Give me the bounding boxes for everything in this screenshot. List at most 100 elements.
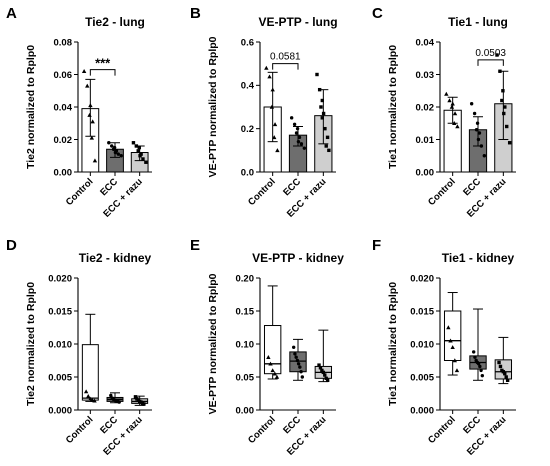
panel-c: C Tie1 - lung Tie1 normalized to Rplp0 0.00… [372, 5, 516, 220]
data-point [452, 358, 458, 363]
data-point [296, 362, 301, 366]
y-tick-label: 0.20 [236, 273, 255, 284]
significance-bracket [272, 63, 299, 70]
data-point [85, 83, 90, 88]
data-point [478, 364, 482, 369]
data-point [320, 368, 324, 373]
data-point [474, 128, 479, 132]
panel-letter: C [372, 5, 383, 22]
data-point [317, 363, 321, 367]
y-tick-label: 0.04 [54, 102, 73, 113]
x-tick-label: ECC [281, 414, 303, 436]
data-point [264, 65, 269, 70]
data-point [498, 364, 503, 369]
panel-a: A Tie2 - lung Tie2 normalized to Rplp0 0.00… [6, 5, 152, 220]
data-point [111, 147, 116, 151]
y-tick-label: 0.02 [54, 135, 73, 146]
data-point [477, 131, 482, 135]
data-point [107, 141, 111, 145]
x-tick-label: Control [246, 176, 278, 208]
y-axis-label: Tie1 normalized to Rplp0 [387, 45, 399, 169]
x-tick-label: ECC [98, 176, 120, 198]
data-point [131, 141, 136, 145]
data-point [320, 98, 325, 103]
data-point [302, 146, 307, 150]
data-point [272, 371, 278, 376]
data-point [321, 370, 326, 375]
data-point [272, 122, 278, 127]
y-tick-label: 0.00 [416, 167, 435, 178]
data-point [299, 142, 304, 146]
data-point [144, 160, 148, 164]
data-point [81, 69, 87, 74]
x-tick-label: ECC [461, 414, 483, 436]
data-point [116, 152, 120, 156]
data-point [501, 370, 506, 374]
data-point [324, 144, 328, 148]
y-axis-label: Tie2 normalized to Rplp0 [25, 282, 37, 406]
x-tick-label: ECC [98, 414, 120, 436]
panel-title: VE-PTP - lung [258, 15, 337, 29]
y-tick-label: 0.00 [236, 405, 255, 416]
data-point [315, 72, 319, 77]
y-tick-label: 0.015 [48, 306, 72, 317]
data-point [323, 126, 327, 131]
panel-letter: E [190, 237, 200, 254]
data-point [325, 135, 330, 140]
significance-label: 0.0581 [270, 52, 301, 63]
data-point [472, 111, 477, 116]
y-tick-label: 0.06 [54, 70, 73, 81]
data-point [92, 398, 97, 403]
y-tick-label: 0.01 [416, 135, 435, 146]
y-tick-label: 0.05 [236, 372, 255, 383]
data-point [119, 154, 123, 158]
y-tick-label: 0.03 [416, 70, 435, 81]
data-point [110, 144, 114, 148]
y-axis-label: VE-PTP normalized to Rplp0 [207, 273, 219, 414]
y-tick-label: 0.00 [54, 167, 73, 178]
x-tick-label: ECC [461, 176, 483, 198]
panel-e: E VE-PTP - kidney VE-PTP normalized to Rpl… [190, 237, 344, 458]
data-point [482, 154, 487, 158]
y-tick-label: 0.000 [48, 405, 72, 416]
y-axis-label: Tie1 normalized to Rplp0 [387, 282, 399, 406]
data-point [300, 375, 305, 379]
panel-letter: A [6, 5, 17, 22]
y-tick-label: 0.010 [48, 339, 72, 350]
data-point [295, 358, 300, 363]
y-tick-label: 0.08 [54, 37, 73, 48]
y-tick-label: 0.15 [236, 306, 255, 317]
data-point [266, 355, 271, 359]
data-point [289, 116, 294, 120]
data-point [109, 393, 113, 398]
y-tick-label: 0.020 [48, 273, 72, 284]
data-point [291, 345, 296, 349]
data-point [293, 352, 297, 356]
data-point [83, 389, 89, 394]
data-point [323, 373, 327, 377]
x-tick-label: Control [64, 414, 96, 446]
panel-title: Tie2 - kidney [79, 251, 152, 265]
data-point [92, 158, 98, 163]
data-point [136, 149, 140, 153]
data-point [142, 402, 146, 406]
y-tick-label: 0.0 [241, 167, 254, 178]
data-point [479, 368, 483, 373]
y-tick-label: 0.020 [410, 273, 434, 284]
data-point [325, 378, 330, 382]
x-tick-label: Control [426, 414, 458, 446]
data-point [324, 376, 328, 381]
data-point [505, 124, 509, 129]
box [443, 310, 462, 361]
data-point [452, 111, 458, 116]
x-tick-label: Control [426, 176, 458, 208]
panel-letter: D [6, 237, 17, 254]
y-tick-label: 0.000 [410, 405, 434, 416]
data-point [90, 119, 95, 124]
panel-d: D Tie2 - kidney Tie2 normalized to Rplp0 0.… [6, 237, 152, 458]
data-point [86, 393, 91, 398]
y-tick-label: 0.010 [410, 339, 434, 350]
data-point [294, 355, 298, 359]
data-point [298, 365, 302, 369]
data-point [141, 157, 145, 161]
